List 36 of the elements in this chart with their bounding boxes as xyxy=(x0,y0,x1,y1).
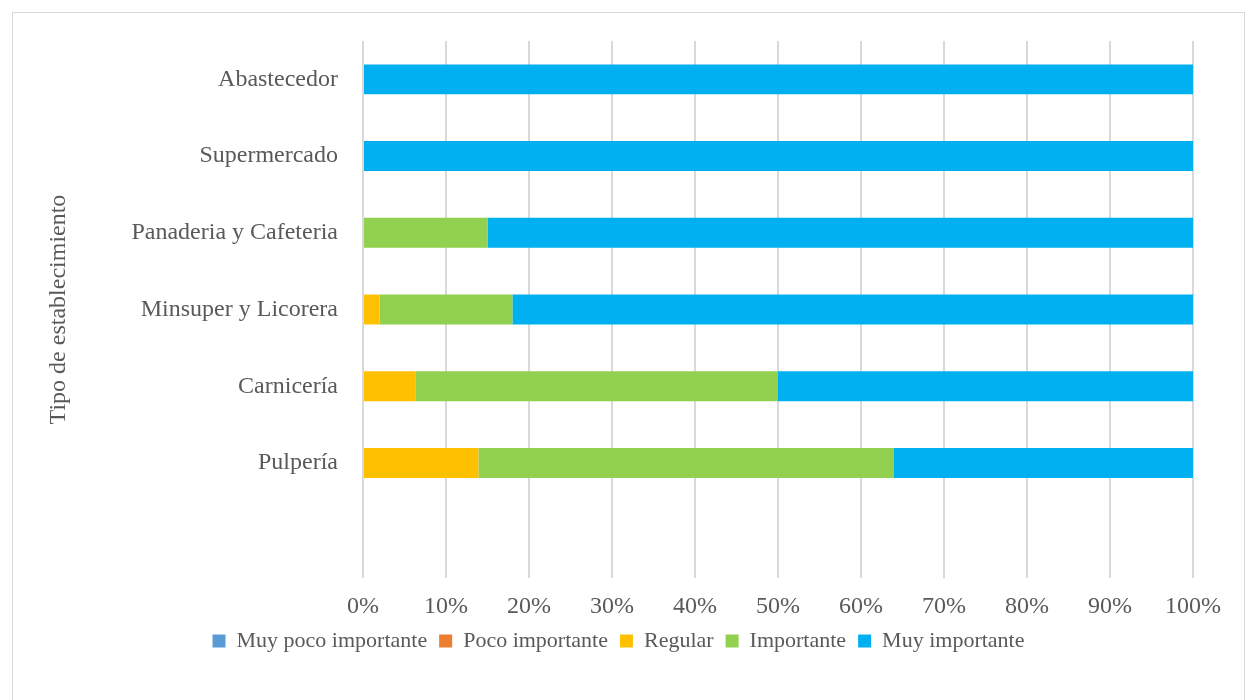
x-tick-label: 40% xyxy=(673,591,717,618)
legend-label: Poco importante xyxy=(463,626,608,652)
x-tick-label: 20% xyxy=(507,591,551,618)
bar xyxy=(478,447,894,478)
y-tick-label: Pulpería xyxy=(258,448,339,475)
bar xyxy=(364,294,380,325)
y-tick-label: Panaderia y Cafeteria xyxy=(131,218,339,245)
x-tick-label: 0% xyxy=(347,591,379,618)
y-tick-label: Supermercado xyxy=(199,141,338,168)
legend-label: Regular xyxy=(643,626,715,652)
bar xyxy=(364,447,479,478)
bar xyxy=(487,217,1193,248)
bar xyxy=(364,371,416,402)
y-tick-label: Minsuper y Licorera xyxy=(140,294,339,321)
bar xyxy=(415,371,778,402)
y-axis-title: Tipo de establecimiento xyxy=(43,194,70,425)
bar xyxy=(512,294,1193,325)
x-tick-label: 80% xyxy=(1005,591,1049,618)
x-tick-label: 100% xyxy=(1165,591,1221,618)
x-tick-label: 50% xyxy=(756,591,800,618)
x-tick-label: 10% xyxy=(424,591,468,618)
x-tick-label: 60% xyxy=(839,591,883,618)
legend-label: Muy poco importante xyxy=(236,626,428,652)
bar xyxy=(364,64,1193,95)
bar xyxy=(893,447,1193,478)
x-tick-label: 70% xyxy=(922,591,966,618)
x-tick-label: 30% xyxy=(590,591,634,618)
bar xyxy=(379,294,513,325)
bar xyxy=(778,371,1193,402)
bar xyxy=(364,141,1193,172)
legend-label: Muy importante xyxy=(882,626,1025,652)
legend-label: Importante xyxy=(749,626,847,652)
y-tick-label: Carnicería xyxy=(238,371,339,398)
y-tick-label: Abastecedor xyxy=(218,64,338,91)
bar xyxy=(364,217,488,248)
x-tick-label: 90% xyxy=(1088,591,1132,618)
